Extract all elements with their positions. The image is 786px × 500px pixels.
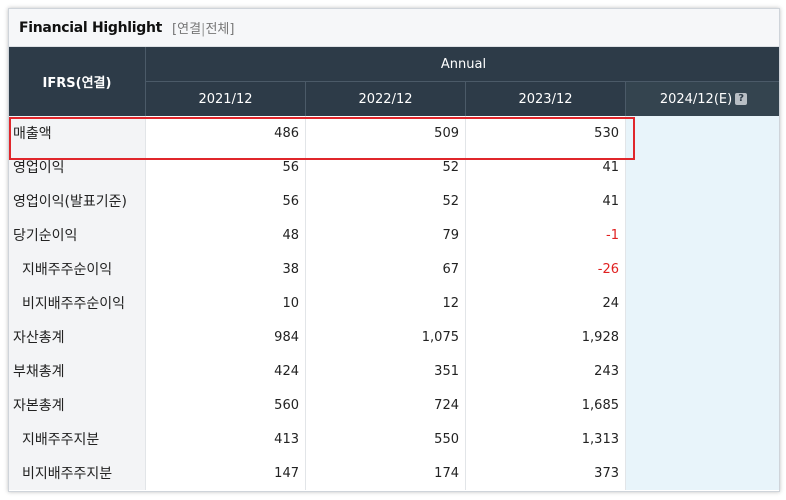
value-cell: 79 xyxy=(306,218,466,252)
financial-highlight-panel: Financial Highlight [연결|전체] IFRS(연결) Ann… xyxy=(8,8,780,492)
row-label: 비지배주주지분 xyxy=(9,456,146,490)
value-cell: 351 xyxy=(306,354,466,388)
value-cell: 67 xyxy=(306,252,466,286)
value-cell: 24 xyxy=(466,286,626,320)
value-cell: 1,313 xyxy=(466,422,626,456)
estimate-cell xyxy=(626,422,779,456)
estimate-cell xyxy=(626,150,779,184)
value-cell: -26 xyxy=(466,252,626,286)
estimate-cell xyxy=(626,252,779,286)
row-label: 영업이익 xyxy=(9,150,146,184)
table-header: IFRS(연결) Annual 2021/12 2022/12 2023/12 … xyxy=(9,47,779,116)
estimate-cell xyxy=(626,320,779,354)
value-cell: 984 xyxy=(146,320,306,354)
value-cell: 509 xyxy=(306,116,466,150)
tab-separator: | xyxy=(201,22,206,37)
row-label: 매출액 xyxy=(9,116,146,150)
table-row: 지배주주지분 413 550 1,313 xyxy=(9,422,779,456)
estimate-year-label: 2024/12(E) xyxy=(659,91,733,107)
value-cell: 1,928 xyxy=(466,320,626,354)
row-label: 지배주주지분 xyxy=(9,422,146,456)
estimate-cell xyxy=(626,218,779,252)
value-cell: 1,075 xyxy=(306,320,466,354)
column-header-2022: 2022/12 xyxy=(306,82,466,116)
value-cell: 560 xyxy=(146,388,306,422)
panel-title: Financial Highlight xyxy=(19,19,163,36)
row-label: 자본총계 xyxy=(9,388,146,422)
value-cell: 12 xyxy=(306,286,466,320)
ifrs-header: IFRS(연결) xyxy=(9,47,146,116)
help-icon[interactable]: ? xyxy=(735,93,748,105)
table-row: 매출액 486 509 530 xyxy=(9,116,779,150)
tab-consolidated[interactable]: 연결 xyxy=(177,22,202,37)
estimate-cell xyxy=(626,116,779,150)
table-row: 지배주주순이익 38 67 -26 xyxy=(9,252,779,286)
consolidation-tabs: [연결|전체] xyxy=(172,18,234,37)
table-row: 비지배주주순이익 10 12 24 xyxy=(9,286,779,320)
value-cell: 147 xyxy=(146,456,306,490)
value-cell: 486 xyxy=(146,116,306,150)
row-label: 자산총계 xyxy=(9,320,146,354)
value-cell: 373 xyxy=(466,456,626,490)
value-cell: 41 xyxy=(466,150,626,184)
bracket-close: ] xyxy=(229,22,235,37)
estimate-cell xyxy=(626,184,779,218)
estimate-cell xyxy=(626,354,779,388)
bracket-open: [ xyxy=(172,22,178,37)
value-cell: 1,685 xyxy=(466,388,626,422)
value-cell: 530 xyxy=(466,116,626,150)
value-cell: 550 xyxy=(306,422,466,456)
column-header-2023: 2023/12 xyxy=(466,82,626,116)
table-row: 부채총계 424 351 243 xyxy=(9,354,779,388)
table-row: 자산총계 984 1,075 1,928 xyxy=(9,320,779,354)
table-row: 당기순이익 48 79 -1 xyxy=(9,218,779,252)
estimate-cell xyxy=(626,388,779,422)
annual-group-header: Annual xyxy=(146,47,779,82)
estimate-cell xyxy=(626,456,779,490)
value-cell: 41 xyxy=(466,184,626,218)
value-cell: 174 xyxy=(306,456,466,490)
row-label: 당기순이익 xyxy=(9,218,146,252)
value-cell: 56 xyxy=(146,184,306,218)
value-cell: 10 xyxy=(146,286,306,320)
estimate-cell xyxy=(626,286,779,320)
table-row: 영업이익(발표기준) 56 52 41 xyxy=(9,184,779,218)
value-cell: 56 xyxy=(146,150,306,184)
value-cell: 48 xyxy=(146,218,306,252)
value-cell: 52 xyxy=(306,150,466,184)
value-cell: 424 xyxy=(146,354,306,388)
table-row: 비지배주주지분 147 174 373 xyxy=(9,456,779,490)
table-row: 영업이익 56 52 41 xyxy=(9,150,779,184)
row-label: 비지배주주순이익 xyxy=(9,286,146,320)
value-cell: 243 xyxy=(466,354,626,388)
tab-all[interactable]: 전체 xyxy=(205,22,230,37)
value-cell: 724 xyxy=(306,388,466,422)
value-cell: 52 xyxy=(306,184,466,218)
row-label: 부채총계 xyxy=(9,354,146,388)
table-body: 매출액 486 509 530 영업이익 56 52 41 영업이익(발표기준) 56 52 41 당기… xyxy=(9,116,779,490)
row-label: 지배주주순이익 xyxy=(9,252,146,286)
panel-header: Financial Highlight [연결|전체] xyxy=(9,9,779,47)
value-cell: 38 xyxy=(146,252,306,286)
table-row: 자본총계 560 724 1,685 xyxy=(9,388,779,422)
column-header-2024-estimate: 2024/12(E) ? xyxy=(626,82,779,116)
value-cell: 413 xyxy=(146,422,306,456)
column-header-2021: 2021/12 xyxy=(146,82,306,116)
row-label: 영업이익(발표기준) xyxy=(9,184,146,218)
value-cell: -1 xyxy=(466,218,626,252)
